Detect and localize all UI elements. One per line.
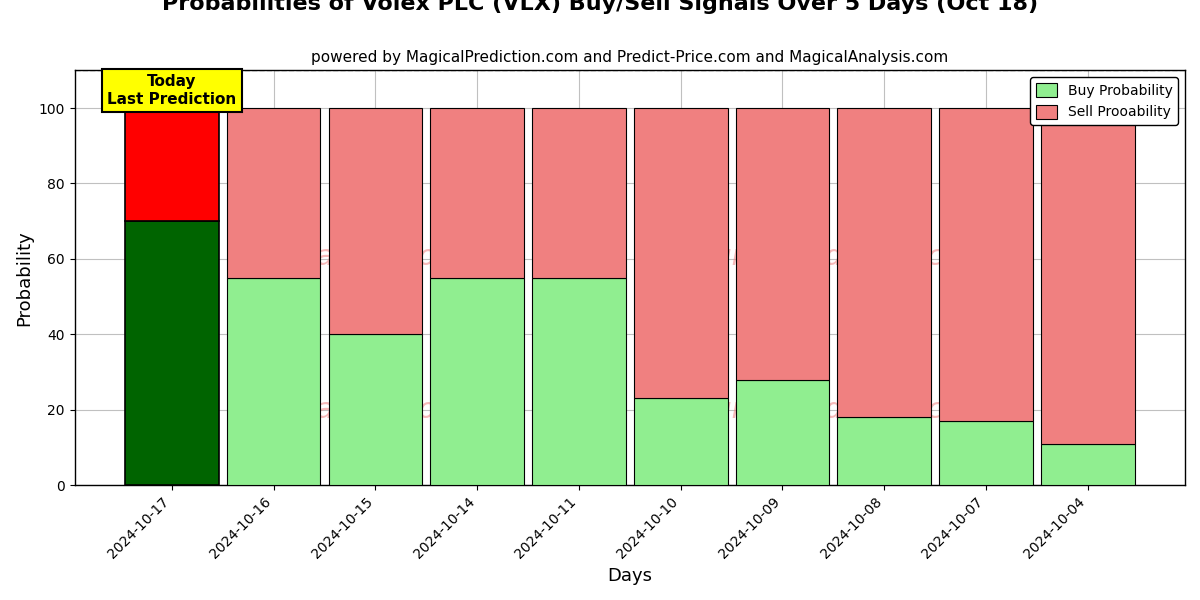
Bar — [736, 380, 829, 485]
Bar — [736, 108, 829, 380]
Bar — [532, 108, 625, 278]
Bar — [838, 108, 931, 417]
Bar — [634, 398, 727, 485]
Y-axis label: Probability: Probability — [16, 230, 34, 326]
Text: Probabilities of Volex PLC (VLX) Buy/Sell Signals Over 5 Days (Oct 18): Probabilities of Volex PLC (VLX) Buy/Sel… — [162, 0, 1038, 14]
Bar — [329, 334, 422, 485]
Bar — [431, 278, 524, 485]
Bar — [838, 417, 931, 485]
Bar — [1040, 108, 1134, 443]
Bar — [125, 221, 218, 485]
Bar — [227, 108, 320, 278]
Bar — [329, 108, 422, 334]
Title: powered by MagicalPrediction.com and Predict-Price.com and MagicalAnalysis.com: powered by MagicalPrediction.com and Pre… — [311, 50, 948, 65]
Bar — [1040, 443, 1134, 485]
X-axis label: Days: Days — [607, 567, 653, 585]
Bar — [227, 278, 320, 485]
Text: Today
Last Prediction: Today Last Prediction — [107, 74, 236, 107]
Bar — [940, 421, 1033, 485]
Text: calAnalysis.com: calAnalysis.com — [241, 243, 463, 271]
Legend: Buy Probability, Sell Prooability: Buy Probability, Sell Prooability — [1030, 77, 1178, 125]
Bar — [125, 108, 218, 221]
Bar — [532, 278, 625, 485]
Bar — [431, 108, 524, 278]
Text: calAnalysis.com: calAnalysis.com — [241, 397, 463, 424]
Bar — [634, 108, 727, 398]
Text: MagicalPrediction.com: MagicalPrediction.com — [673, 243, 986, 271]
Bar — [940, 108, 1033, 421]
Text: MagicalPrediction.com: MagicalPrediction.com — [673, 397, 986, 424]
